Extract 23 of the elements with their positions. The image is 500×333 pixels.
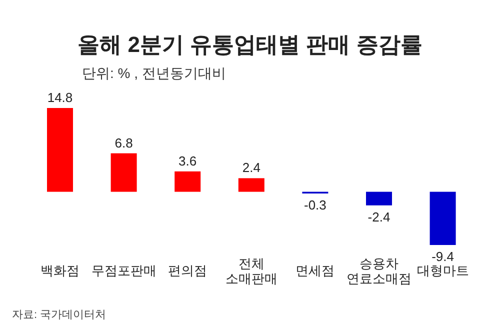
x-tick-label: 백화점 (40, 263, 80, 278)
data-label: -0.3 (304, 197, 326, 212)
bar (47, 108, 73, 192)
chart-title: 올해 2분기 유통업태별 판매 증감률 (78, 32, 422, 57)
text: 자료: 국가데이터처 (12, 309, 106, 321)
data-label: 3.6 (178, 153, 197, 168)
data-label: -9.4 (432, 249, 454, 264)
data-label: 2.4 (242, 160, 260, 176)
bar (430, 192, 456, 245)
x-tick-label: 대형마트 (416, 263, 469, 278)
bar (174, 171, 201, 192)
x-tick-label: 편의점 (168, 263, 208, 278)
data-label: 6.8 (114, 135, 133, 150)
x-tick-label: 전체 소매판매 (225, 256, 278, 286)
chart-subtitle: 단위: % , 전년동기대비 (82, 65, 226, 81)
data-label: 14.8 (47, 90, 73, 105)
bar (366, 192, 392, 206)
x-tick-label: 승용차 연료소매점 (346, 256, 412, 286)
bar (110, 153, 137, 192)
x-tick-label: 무점포판매 (91, 263, 156, 278)
bar (238, 178, 264, 192)
x-tick-label: 면세점 (296, 263, 335, 278)
data-label: -2.4 (368, 209, 390, 224)
